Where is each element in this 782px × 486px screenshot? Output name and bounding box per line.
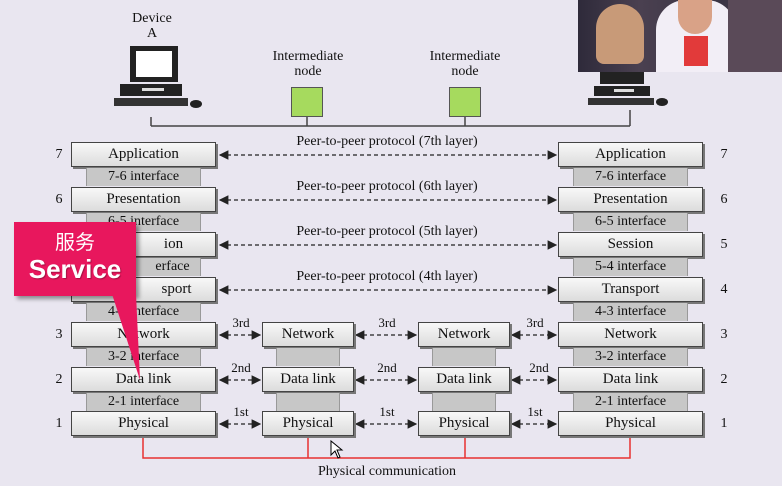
interface-6-5: 6-5 interface (573, 213, 688, 231)
interface-block (276, 348, 340, 366)
interface-3-2: 3-2 interface (573, 348, 688, 366)
layer-physical: Physical (418, 411, 510, 436)
layer-number: 6 (720, 192, 728, 207)
hop-label: 3rd (526, 315, 544, 330)
layer-session: Session (558, 232, 703, 257)
interface-block (432, 393, 496, 411)
presenter-video (578, 0, 782, 72)
callout-english: Service (28, 254, 122, 284)
layer-network: Network (262, 322, 354, 347)
interface-4-3: 4-3 interface (573, 303, 688, 321)
layer-number: 1 (720, 416, 728, 431)
interface-5-4: 5-4 interface (573, 258, 688, 276)
callout-pointer (112, 294, 140, 380)
hop-label: 3rd (232, 315, 250, 330)
layer-presentation: Presentation (71, 187, 216, 212)
intermediate-node-box (291, 87, 323, 117)
service-callout: 服务 Service (14, 222, 136, 296)
layer-number: 3 (720, 327, 728, 342)
layer-number: 1 (55, 416, 63, 431)
callout-chinese: 服务 (55, 230, 95, 254)
interface-3-2: 3-2 interface (86, 348, 201, 366)
layer-network: Network (558, 322, 703, 347)
hop-label: 2nd (529, 360, 549, 375)
hop-label: 2nd (231, 360, 251, 375)
protocol-label: Peer-to-peer protocol (6th layer) (296, 179, 478, 194)
layer-data-link: Data link (558, 367, 703, 392)
layer-physical: Physical (558, 411, 703, 436)
intermediate-node-label: Intermediate node (429, 49, 501, 79)
layer-application: Application (558, 142, 703, 167)
hop-label: 2nd (377, 360, 397, 375)
protocol-label: Peer-to-peer protocol (7th layer) (296, 134, 478, 149)
layer-physical: Physical (71, 411, 216, 436)
layer-network: Network (418, 322, 510, 347)
layer-presentation: Presentation (558, 187, 703, 212)
layer-number: 5 (720, 237, 728, 252)
protocol-label: Peer-to-peer protocol (4th layer) (296, 269, 478, 284)
layer-data-link: Data link (71, 367, 216, 392)
layer-number: 4 (720, 282, 728, 297)
hop-label: 1st (527, 404, 543, 419)
layer-number: 7 (720, 147, 728, 162)
interface-block (432, 348, 496, 366)
layer-number: 3 (55, 327, 63, 342)
interface-block (276, 393, 340, 411)
hop-label: 1st (379, 404, 395, 419)
device-a-label: Device A (132, 11, 172, 41)
layer-data-link: Data link (418, 367, 510, 392)
hop-label: 3rd (378, 315, 396, 330)
layer-data-link: Data link (262, 367, 354, 392)
layer-number: 2 (720, 372, 728, 387)
mouse-cursor-icon (330, 440, 344, 459)
layer-number: 2 (55, 372, 63, 387)
layer-number: 6 (55, 192, 63, 207)
layer-transport: Transport (558, 277, 703, 302)
interface-2-1: 2-1 interface (86, 393, 201, 411)
layer-number: 7 (55, 147, 63, 162)
interface-2-1: 2-1 interface (573, 393, 688, 411)
computer-icon (588, 72, 668, 106)
interface-7-6: 7-6 interface (86, 168, 201, 186)
protocol-label: Peer-to-peer protocol (5th layer) (296, 224, 478, 239)
layer-application: Application (71, 142, 216, 167)
layer-physical: Physical (262, 411, 354, 436)
physical-communication-label: Physical communication (317, 464, 457, 479)
layer-transport: sport (71, 277, 216, 302)
intermediate-node-label: Intermediate node (272, 49, 344, 79)
hop-label: 1st (233, 404, 249, 419)
intermediate-node-box (449, 87, 481, 117)
computer-icon (114, 46, 202, 108)
interface-7-6: 7-6 interface (573, 168, 688, 186)
